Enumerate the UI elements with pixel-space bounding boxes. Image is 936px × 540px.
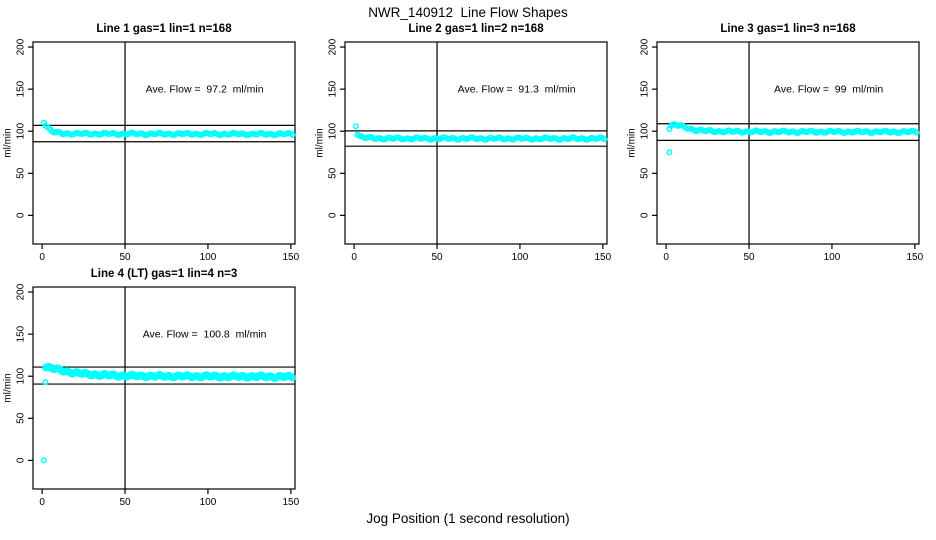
ave-flow-annotation: Ave. Flow = 97.2 ml/min — [146, 84, 264, 96]
svg-text:50: 50 — [431, 252, 443, 263]
data-points — [40, 362, 296, 464]
ref-lines — [657, 123, 919, 141]
plot-panel-line-3: Line 3 gas=1 lin=3 n=168 0 50 100 150 0 50 100 1… — [624, 18, 936, 263]
svg-text:0: 0 — [328, 212, 339, 218]
x-axis-ticks: 0 50 100 150 — [39, 244, 300, 263]
svg-text:50: 50 — [16, 167, 27, 179]
plot-panel-line-4: Line 4 (LT) gas=1 lin=4 n=3 0 50 100 150 0 50 1… — [0, 263, 312, 508]
svg-text:100: 100 — [16, 367, 27, 384]
svg-text:150: 150 — [283, 252, 300, 263]
y-axis-ticks: 0 50 100 150 200 — [16, 283, 33, 463]
svg-text:50: 50 — [16, 412, 27, 424]
plot-box — [32, 286, 296, 490]
svg-text:200: 200 — [16, 283, 27, 300]
y-axis-label: ml/min — [627, 128, 638, 157]
ref-lines — [33, 124, 295, 143]
svg-text:50: 50 — [119, 252, 131, 263]
svg-text:150: 150 — [16, 325, 27, 342]
data-points — [666, 121, 920, 156]
y-axis-label: ml/min — [3, 373, 14, 402]
panel-title: Line 3 gas=1 lin=3 n=168 — [720, 23, 856, 35]
svg-text:150: 150 — [907, 252, 924, 263]
data-points — [40, 119, 296, 139]
svg-text:50: 50 — [119, 497, 131, 508]
svg-text:50: 50 — [640, 167, 651, 179]
svg-text:0: 0 — [39, 252, 45, 263]
y-axis-ticks: 0 50 100 150 200 — [328, 38, 345, 218]
ave-flow-annotation: Ave. Flow = 99 ml/min — [774, 84, 883, 96]
svg-text:0: 0 — [39, 497, 45, 508]
plot-box — [656, 41, 920, 245]
svg-text:50: 50 — [328, 167, 339, 179]
y-axis-ticks: 0 50 100 150 200 — [16, 38, 33, 218]
svg-text:150: 150 — [595, 252, 612, 263]
svg-text:200: 200 — [640, 38, 651, 55]
svg-text:0: 0 — [640, 212, 651, 218]
x-axis-ticks: 0 50 100 150 — [663, 244, 924, 263]
svg-text:100: 100 — [328, 122, 339, 139]
panel-title: Line 4 (LT) gas=1 lin=4 n=3 — [91, 268, 237, 280]
svg-text:150: 150 — [640, 80, 651, 97]
svg-text:100: 100 — [200, 497, 217, 508]
svg-text:200: 200 — [16, 38, 27, 55]
figure-title: NWR_140912 Line Flow Shapes — [368, 5, 568, 20]
ave-flow-annotation: Ave. Flow = 100.8 ml/min — [143, 329, 267, 341]
svg-text:0: 0 — [351, 252, 357, 263]
svg-text:0: 0 — [16, 212, 27, 218]
svg-text:100: 100 — [824, 252, 841, 263]
x-axis-label: Jog Position (1 second resolution) — [366, 511, 570, 526]
panel-title: Line 2 gas=1 lin=2 n=168 — [408, 23, 544, 35]
plot-panel-line-1: Line 1 gas=1 lin=1 n=168 0 50 100 150 0 50 100 1… — [0, 18, 312, 263]
svg-text:100: 100 — [512, 252, 529, 263]
panel-svg: Line 2 gas=1 lin=2 n=168 0 50 100 150 0 50 100 1… — [315, 23, 612, 263]
panel-svg: Line 4 (LT) gas=1 lin=4 n=3 0 50 100 150 0 50 1… — [3, 268, 300, 508]
panel-svg: Line 1 gas=1 lin=1 n=168 0 50 100 150 0 50 100 1… — [3, 23, 300, 263]
data-points — [352, 123, 608, 143]
svg-text:200: 200 — [328, 38, 339, 55]
svg-text:0: 0 — [663, 252, 669, 263]
svg-text:150: 150 — [283, 497, 300, 508]
svg-text:150: 150 — [328, 80, 339, 97]
svg-text:100: 100 — [200, 252, 217, 263]
ave-flow-annotation: Ave. Flow = 91.3 ml/min — [458, 84, 576, 96]
x-axis-ticks: 0 50 100 150 — [39, 489, 300, 508]
plot-box — [344, 41, 608, 245]
panel-svg: Line 3 gas=1 lin=3 n=168 0 50 100 150 0 50 100 1… — [627, 23, 924, 263]
x-axis-ticks: 0 50 100 150 — [351, 244, 612, 263]
svg-text:100: 100 — [640, 122, 651, 139]
panel-title: Line 1 gas=1 lin=1 n=168 — [96, 23, 232, 35]
ref-lines — [33, 366, 295, 385]
y-axis-label: ml/min — [3, 128, 14, 157]
plot-box — [32, 41, 296, 245]
svg-text:0: 0 — [16, 457, 27, 463]
ref-lines — [345, 130, 607, 147]
svg-text:150: 150 — [16, 80, 27, 97]
y-axis-ticks: 0 50 100 150 200 — [640, 38, 657, 218]
plot-panel-line-2: Line 2 gas=1 lin=2 n=168 0 50 100 150 0 50 100 1… — [312, 18, 624, 263]
svg-text:50: 50 — [743, 252, 755, 263]
svg-text:100: 100 — [16, 122, 27, 139]
y-axis-label: ml/min — [315, 128, 326, 157]
